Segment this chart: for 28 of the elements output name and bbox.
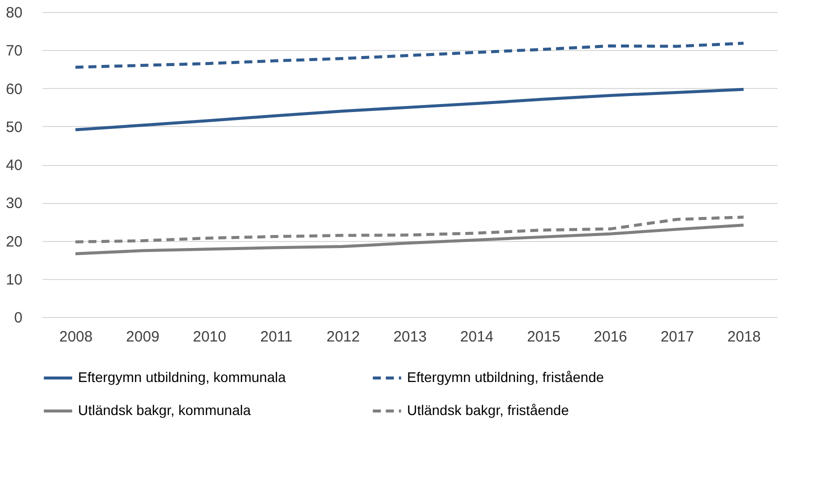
x-tick-label: 2010: [192, 328, 226, 346]
x-tick-label: 2018: [727, 328, 761, 346]
y-tick-label: 20: [6, 233, 22, 250]
x-tick-label: 2013: [393, 328, 427, 346]
x-tick-label: 2016: [594, 328, 628, 346]
y-tick-label: 30: [6, 195, 22, 212]
x-tick-label: 2011: [260, 328, 292, 346]
legend-label: Utländsk bakgr, kommunala: [78, 402, 251, 418]
y-tick-label: 80: [6, 4, 22, 22]
legend-label: Utländsk bakgr, fristående: [407, 402, 570, 418]
legend-label: Eftergymn utbildning, kommunala: [78, 369, 286, 385]
x-tick-label: 2009: [126, 328, 160, 346]
line-series: [74, 224, 746, 256]
x-tick-label: 2017: [660, 328, 694, 346]
line-series: [74, 216, 746, 244]
y-tick-label: 60: [6, 80, 22, 98]
x-tick-label: 2008: [59, 328, 93, 346]
y-tick-label: 0: [14, 310, 22, 326]
y-tick-label: 70: [6, 42, 22, 60]
line-series: [74, 42, 746, 69]
x-tick-label: 2015: [526, 328, 560, 346]
y-tick-label: 40: [6, 157, 22, 174]
line-series: [74, 88, 746, 132]
x-tick-label: 2014: [460, 328, 494, 346]
x-tick-label: 2012: [326, 328, 360, 346]
legend-label: Eftergymn utbildning, fristående: [407, 369, 604, 385]
y-tick-label: 10: [6, 271, 22, 288]
y-tick-label: 50: [6, 118, 22, 136]
